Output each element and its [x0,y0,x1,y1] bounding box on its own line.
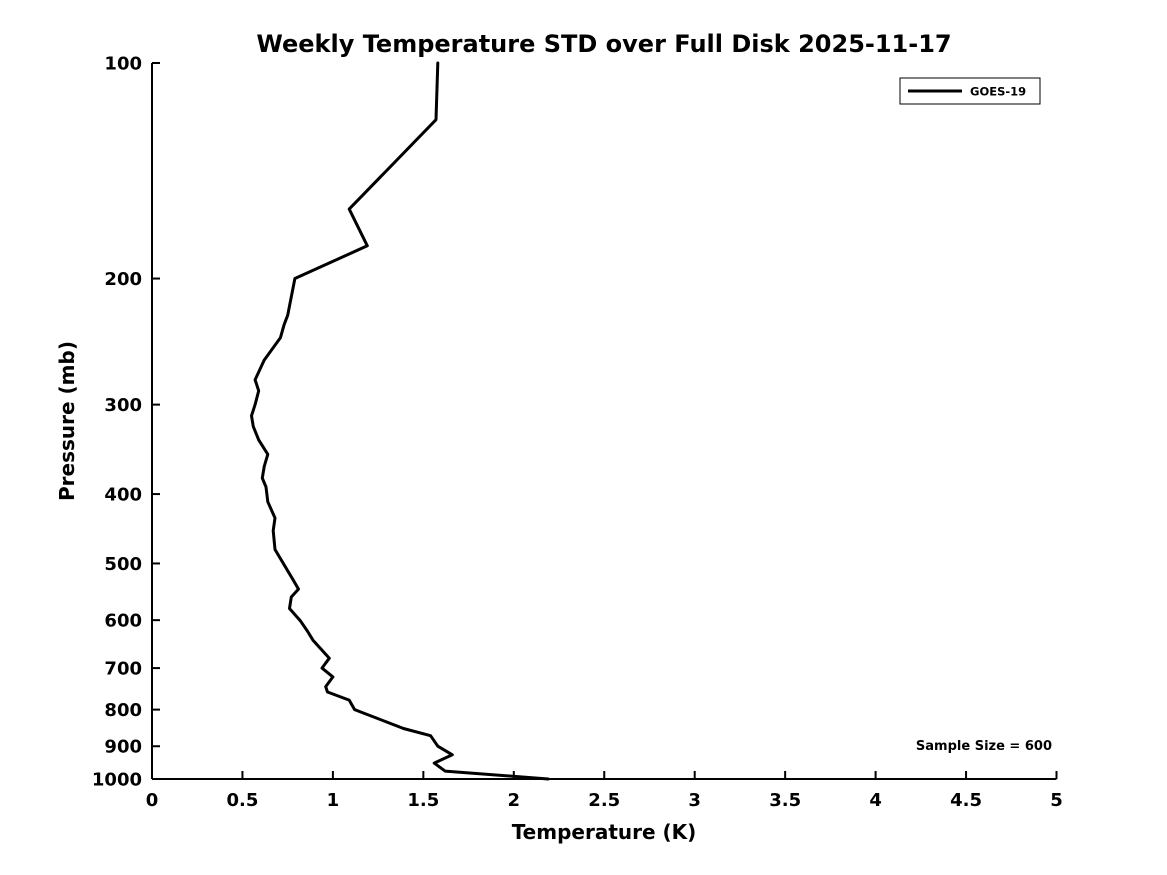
y-axis-ticks: 100 200 300 400 500 600 700 800 900 1000 [92,54,160,791]
x-tick-label: 0.5 [227,790,259,811]
x-tick-label: 2 [508,790,521,811]
y-tick-label: 400 [104,485,142,506]
goes19-data-line [250,61,550,781]
y-tick-label: 300 [104,395,142,416]
y-tick-label: 200 [104,269,142,290]
x-axis-ticks: 0 0.5 1 1.5 2 2.5 3 3.5 4 4.5 5 [146,771,1063,811]
x-tick-label: 3 [688,790,701,811]
legend-label: GOES-19 [970,85,1026,99]
y-tick-label: 1000 [92,770,142,791]
x-tick-label: 3.5 [769,790,801,811]
x-tick-label: 2.5 [588,790,620,811]
x-tick-label: 4 [869,790,882,811]
y-tick-label: 800 [104,700,142,721]
x-tick-label: 0 [146,790,159,811]
y-tick-label: 500 [104,554,142,575]
x-tick-label: 5 [1050,790,1063,811]
sample-size-annotation: Sample Size = 600 [916,739,1052,754]
y-tick-label: 100 [104,54,142,75]
y-tick-label: 900 [104,737,142,758]
x-tick-label: 1 [327,790,340,811]
x-tick-label: 1.5 [407,790,439,811]
y-axis-label: Pressure (mb) [55,341,79,501]
y-tick-label: 700 [104,659,142,680]
legend: GOES-19 [899,77,1041,105]
x-tick-label: 4.5 [950,790,982,811]
chart-title: Weekly Temperature STD over Full Disk 20… [256,30,951,58]
y-tick-label: 600 [104,611,142,632]
data-series-group [250,61,550,781]
x-axis-label: Temperature (K) [512,820,697,844]
